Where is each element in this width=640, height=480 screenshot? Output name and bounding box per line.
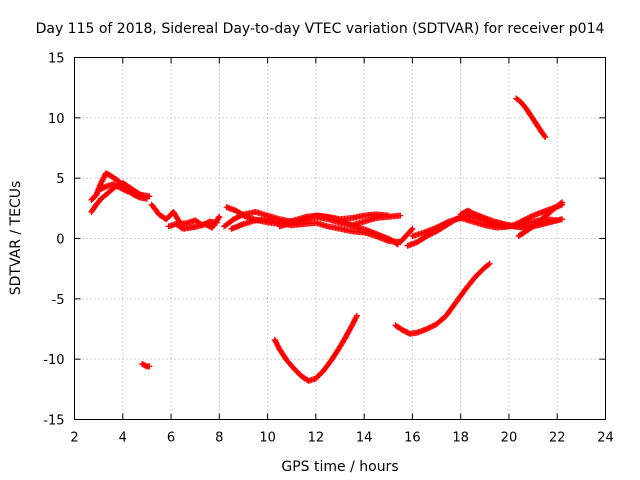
y-tick-label: -10 [43,353,64,368]
data-point [485,261,492,268]
series-arc-late [515,199,566,240]
x-tick-label: 2 [70,431,78,446]
y-tick-label: 5 [56,172,64,187]
y-tick-label: -15 [43,414,64,429]
x-tick-label: 10 [259,431,276,446]
x-axis-label: GPS time / hours [281,459,398,475]
data-point [216,213,223,220]
data-point [408,227,415,233]
data-point [557,200,564,207]
series-arc-low-2 [392,260,493,337]
x-tick-label: 6 [167,431,175,446]
data-point [385,212,392,219]
data-point [486,260,493,267]
series-arc-high [513,95,549,141]
series-arc-isolated [139,361,153,370]
series-arc-morning-2 [165,213,223,232]
series-arc-low-1 [271,312,360,384]
data-marks [88,95,566,384]
data-point [397,212,404,219]
data-point [541,132,548,139]
data-point [559,216,566,223]
x-tick-label: 22 [549,431,566,446]
data-point [444,219,451,226]
data-point [441,220,448,227]
y-tick-label: 15 [48,52,65,67]
y-tick-label: 0 [56,233,64,248]
plot-frame [74,57,606,420]
x-tick-label: 4 [119,431,127,446]
x-tick-label: 14 [356,431,373,446]
x-tick-label: 12 [308,431,325,446]
y-tick-label: -5 [52,293,65,308]
x-tick-label: 24 [597,431,614,446]
chart-title: Day 115 of 2018, Sidereal Day-to-day VTE… [36,21,605,37]
data-point [215,215,222,221]
series-band-4 [276,211,392,230]
x-tick-label: 18 [452,431,469,446]
x-tick-label: 20 [501,431,518,446]
data-point [146,193,153,200]
y-axis-label: SDTVAR / TECUs [8,181,24,296]
data-point [559,199,566,206]
data-point [241,213,248,219]
y-tick-label: 10 [48,112,65,127]
x-tick-label: 8 [215,431,223,446]
data-point [146,363,153,370]
data-point [409,225,416,232]
x-tick-label: 16 [404,431,421,446]
series-arc-early-3 [95,181,153,200]
data-point [542,134,549,141]
data-point [353,312,360,319]
